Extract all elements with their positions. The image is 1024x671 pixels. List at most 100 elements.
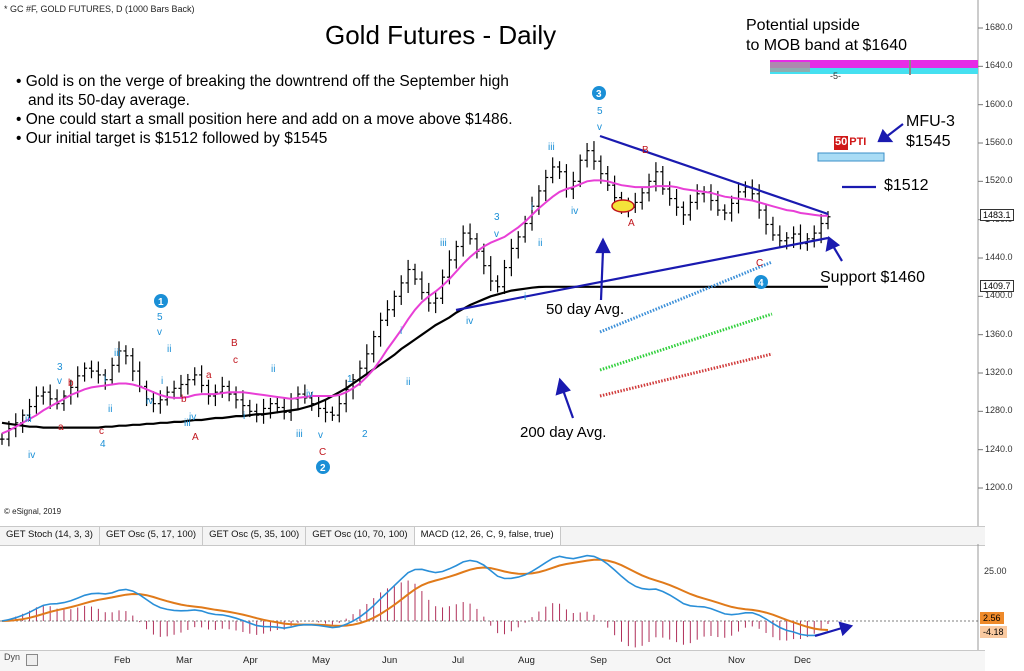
price-tick-label: 1640.0 [985, 60, 1013, 71]
macd-slow-box: 2.56 [980, 612, 1004, 624]
svg-text:iv: iv [146, 396, 153, 407]
chart-title: Gold Futures - Daily [325, 20, 557, 50]
upside-line1: Potential upside [746, 17, 860, 34]
month-label: Sep [590, 655, 607, 666]
price-tick-label: 1240.0 [985, 443, 1013, 454]
macd-tick: 25.00 [984, 566, 1007, 576]
svg-text:B: B [642, 145, 649, 156]
ohlc-bar [88, 360, 94, 379]
ohlc-bar [391, 290, 397, 317]
month-label: Jun [382, 655, 398, 666]
svg-text:c: c [99, 426, 104, 437]
svg-text:ii: ii [167, 344, 171, 355]
ohlc-bar [206, 379, 211, 405]
ohlc-bar [150, 391, 156, 413]
ohlc-bar [47, 384, 53, 409]
svg-text:i: i [161, 376, 163, 387]
ohlc-bar [364, 344, 370, 376]
ohlc-bar [687, 194, 693, 221]
tab-osc-10-70[interactable]: GET Osc (10, 70, 100) [306, 527, 415, 545]
ohlc-bar [797, 224, 803, 250]
arrow-support [832, 245, 843, 262]
ohlc-bar [0, 433, 5, 445]
macd-line [1, 554, 829, 637]
ohlc-bar [329, 406, 335, 421]
pti-text: PTI [848, 136, 868, 150]
ohlc-bar [178, 374, 184, 397]
svg-text:i: i [104, 374, 106, 385]
ohlc-bar [605, 166, 611, 191]
svg-text:ii: ii [538, 238, 542, 249]
month-label: Feb [114, 655, 131, 666]
ohlc-bar [27, 398, 33, 421]
pti-number: 50 [834, 136, 849, 150]
ohlc-bar [584, 143, 590, 168]
ohlc-bar [378, 312, 384, 347]
svg-text:4: 4 [758, 278, 764, 289]
ohlc-bar [680, 201, 686, 225]
mob-marker: -5- [830, 71, 841, 81]
bullet-notes: • Gold is on the verge of breaking the d… [16, 72, 513, 148]
month-label: Jul [452, 655, 465, 666]
svg-text:C: C [319, 447, 326, 458]
svg-text:3: 3 [596, 89, 602, 100]
tab-osc-5-17[interactable]: GET Osc (5, 17, 100) [100, 527, 204, 545]
ohlc-bar [453, 240, 459, 269]
svg-text:i: i [243, 411, 245, 422]
ohlc-bar [281, 397, 287, 420]
month-label: Apr [243, 655, 258, 666]
ma50-line [1, 179, 828, 435]
month-label: Nov [728, 655, 745, 666]
ohlc-bar [254, 403, 260, 423]
month-label: May [312, 655, 330, 666]
support-label: Support $1460 [820, 269, 925, 286]
price-tick-label: 1680.0 [985, 22, 1013, 32]
svg-text:v: v [318, 430, 323, 441]
tab-stoch[interactable]: GET Stoch (14, 3, 3) [0, 527, 100, 545]
svg-text:i: i [531, 202, 533, 213]
tab-osc-5-35[interactable]: GET Osc (5, 35, 100) [203, 527, 307, 545]
svg-text:i: i [524, 292, 526, 303]
month-label: Dec [794, 655, 811, 666]
ohlc-bar [770, 216, 776, 241]
ohlc-bar [474, 233, 480, 259]
month-label: Aug [518, 655, 535, 666]
avg50-label: 50 day Avg. [546, 301, 625, 318]
svg-text:v: v [157, 327, 162, 338]
svg-text:b: b [68, 378, 74, 389]
mfu-box [817, 152, 885, 162]
mob-band-cyan [770, 68, 978, 74]
wave-circle-4: 4 [754, 275, 768, 289]
ohlc-bar [536, 185, 542, 215]
scroll-left-button[interactable] [26, 654, 38, 666]
svg-text:v: v [597, 122, 602, 133]
macd-fast-box: -4.18 [980, 626, 1007, 638]
projection-blue [599, 260, 773, 334]
ohlc-bar [336, 396, 342, 423]
ohlc-bar [811, 225, 817, 248]
ohlc-bar [171, 380, 177, 400]
ohlc-bar [722, 204, 728, 221]
arrow-macd [814, 626, 843, 638]
mfu-note: MFU-3 $1545 [906, 112, 955, 152]
svg-text:ii: ii [108, 404, 112, 415]
svg-text:c: c [233, 355, 238, 366]
ohlc-bar [481, 243, 487, 275]
highlight-ellipse [611, 199, 635, 213]
svg-text:1: 1 [158, 297, 164, 308]
downtrend-line [599, 134, 829, 216]
ohlc-bar [95, 361, 101, 384]
ohlc-bar [639, 187, 645, 210]
svg-text:A: A [628, 218, 635, 229]
tab-macd[interactable]: MACD (12, 26, C, 9, false, true) [414, 527, 561, 545]
svg-text:b: b [181, 394, 187, 405]
ohlc-bar [825, 211, 831, 230]
svg-text:v: v [57, 376, 62, 387]
svg-text:iv: iv [571, 206, 578, 217]
svg-text:a: a [206, 370, 212, 381]
ohlc-bar [660, 166, 666, 195]
ohlc-bar [123, 345, 129, 365]
wave-circle-1: 1 [154, 294, 168, 308]
ohlc-bar [212, 384, 218, 407]
ohlc-bar [577, 154, 583, 188]
